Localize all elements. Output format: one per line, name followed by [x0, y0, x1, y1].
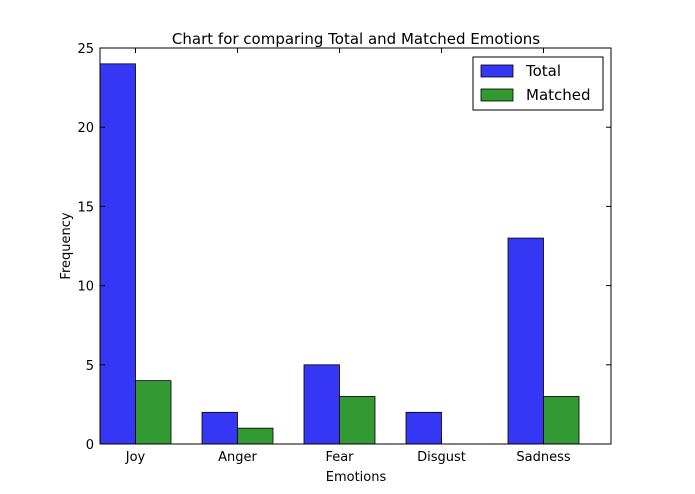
axis-ticks: Joy Anger Fear Disgust Sadness 0 5 10 15 20 25: [77, 42, 611, 465]
y-tick-label: 20: [77, 121, 94, 136]
legend-swatch-total: [480, 64, 514, 78]
bar-matched-joy: [135, 380, 172, 445]
x-tick-label: Joy: [125, 450, 146, 465]
bar-matched-anger: [237, 427, 274, 445]
legend-label-matched: Matched: [526, 86, 591, 104]
y-tick-label: 0: [86, 438, 94, 453]
x-tick-label: Anger: [218, 450, 257, 465]
bar-matched-sadness: [543, 396, 580, 445]
plot-area-frame: [99, 47, 612, 445]
bar-total-fear: [303, 364, 340, 445]
x-axis-label: Emotions: [326, 470, 387, 485]
y-tick-label: 10: [77, 280, 94, 295]
x-tick-label: Sadness: [516, 450, 570, 465]
bars-layer: [99, 63, 580, 445]
y-tick-label: 15: [77, 200, 94, 215]
bar-total-sadness: [507, 237, 544, 445]
x-tick-label: Disgust: [417, 450, 466, 465]
y-tick-label: 25: [77, 42, 94, 57]
y-tick-label: 5: [86, 359, 94, 374]
bar-total-disgust: [405, 411, 442, 445]
y-axis-label: Frequency: [59, 212, 74, 279]
chart-title: Chart for comparing Total and Matched Em…: [172, 30, 540, 48]
legend: Total Matched: [472, 56, 604, 111]
bar-matched-fear: [339, 396, 376, 445]
bar-total-joy: [99, 63, 136, 445]
bar-total-anger: [201, 411, 238, 445]
legend-label-total: Total: [525, 62, 561, 80]
legend-swatch-matched: [480, 88, 514, 102]
x-tick-label: Fear: [325, 450, 354, 465]
